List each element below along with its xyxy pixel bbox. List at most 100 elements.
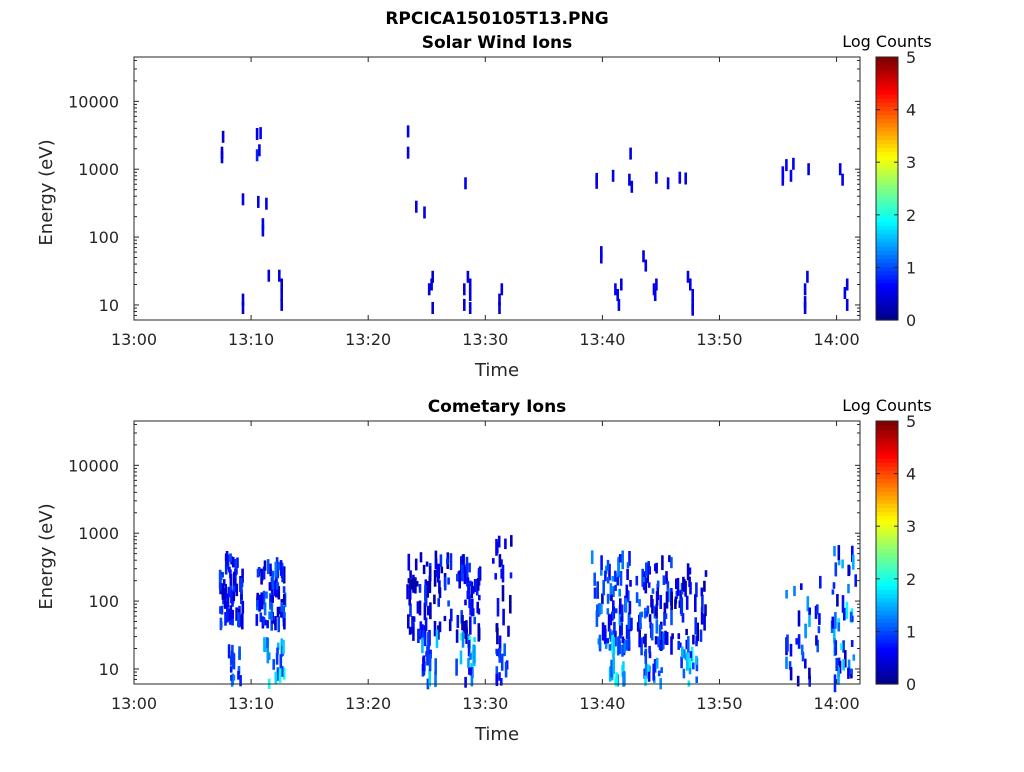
heatmap-cell: [438, 587, 442, 599]
colorbar-step: [876, 499, 898, 504]
heatmap-cell: [270, 603, 274, 621]
heatmap-cell: [844, 650, 847, 668]
heatmap-cell: [646, 605, 650, 614]
heatmap-cell: [612, 600, 615, 618]
heatmap-cell: [276, 667, 280, 681]
panel-title: Cometary Ions: [428, 397, 567, 417]
heatmap-cell: [801, 651, 805, 662]
heatmap-cell: [500, 678, 503, 686]
heatmap-cell: [467, 657, 470, 669]
heatmap-cell: [661, 555, 664, 571]
heatmap-cell: [640, 637, 643, 656]
heatmap-cell: [236, 557, 239, 568]
heatmap-cell: [258, 594, 262, 611]
heatmap-cell: [606, 593, 610, 604]
heatmap-cell: [428, 575, 432, 594]
heatmap-cell: [800, 644, 804, 655]
heatmap-cell: [688, 576, 691, 587]
colorbar-tick-label: 2: [906, 206, 916, 225]
heatmap-cell: [610, 659, 613, 678]
heatmap-cell: [614, 677, 617, 687]
heatmap-cell: [234, 568, 237, 576]
colorbar-step: [876, 478, 898, 484]
heatmap-cell: [640, 611, 644, 618]
heatmap-cell: [617, 635, 621, 654]
heatmap-cell: [611, 169, 615, 182]
heatmap-cell: [469, 616, 472, 635]
heatmap-cell: [415, 200, 418, 213]
colorbar-tick-label: 1: [906, 622, 916, 641]
heatmap-cell: [696, 622, 699, 642]
heatmap-cell: [256, 568, 260, 578]
heatmap-cell: [620, 622, 623, 636]
heatmap-cell: [502, 608, 505, 626]
heatmap-cell: [221, 572, 224, 578]
heatmap-cell: [658, 645, 662, 651]
heatmap-cell: [605, 565, 608, 574]
heatmap-cell: [602, 579, 605, 596]
heatmap-cell: [232, 674, 236, 681]
heatmap-cell: [439, 554, 443, 567]
heatmap-cell: [227, 586, 231, 598]
heatmap-cell: [473, 579, 477, 593]
colorbar-step: [876, 135, 898, 140]
heatmap-cell: [834, 562, 838, 577]
colorbar-step: [876, 544, 898, 549]
heatmap-cell: [800, 583, 803, 590]
heatmap-cell: [462, 554, 465, 573]
heatmap-cell: [612, 586, 615, 597]
heatmap-cell: [278, 561, 281, 571]
x-tick-label: 13:20: [345, 694, 391, 713]
heatmap-cell: [477, 623, 481, 642]
y-tick-label: 100: [88, 228, 119, 247]
heatmap-cell: [443, 576, 447, 591]
heatmap-cell: [789, 643, 793, 657]
heatmap-cell: [595, 176, 598, 189]
heatmap-cell: [232, 586, 236, 601]
heatmap-cell: [689, 278, 692, 291]
heatmap-cell: [625, 624, 629, 640]
heatmap-cell: [274, 616, 277, 631]
heatmap-cell: [652, 663, 655, 681]
heatmap-cell: [845, 298, 849, 311]
heatmap-cell: [232, 571, 236, 591]
heatmap-cell: [852, 654, 856, 661]
heatmap-cell: [277, 642, 280, 650]
heatmap-cell: [469, 667, 472, 676]
plot-frame: [133, 420, 861, 685]
heatmap-cell: [695, 635, 698, 644]
heatmap-cell: [655, 171, 658, 184]
heatmap-cell: [611, 630, 615, 640]
heatmap-cell: [674, 596, 678, 604]
heatmap-cell: [278, 606, 282, 615]
colorbar-tick-label: 1: [906, 258, 916, 277]
colorbar-step: [876, 315, 898, 321]
heatmap-cell: [448, 619, 452, 632]
colorbar-step: [876, 200, 898, 206]
colorbar-step: [876, 494, 898, 500]
colorbar-step: [876, 421, 898, 426]
colorbar-frame: [875, 420, 899, 685]
colorbar-step: [876, 98, 898, 103]
heatmap-cell: [275, 581, 279, 590]
heatmap-cell: [688, 658, 692, 668]
heatmap-cell: [834, 640, 838, 656]
heatmap-cell: [425, 561, 429, 567]
colorbar-step: [876, 213, 898, 218]
heatmap-cell: [600, 603, 603, 614]
heatmap-cell: [276, 566, 279, 579]
heatmap-cell: [433, 621, 437, 637]
x-tick-label: 13:40: [579, 694, 625, 713]
heatmap-cell: [256, 592, 259, 600]
x-tick-label: 13:00: [111, 330, 157, 349]
colorbar-step: [876, 601, 898, 607]
heatmap-cell: [686, 652, 689, 671]
heatmap-cell: [265, 197, 268, 210]
heatmap-cell: [274, 671, 278, 684]
heatmap-cell: [651, 588, 655, 594]
heatmap-cell: [241, 568, 244, 583]
heatmap-cell: [226, 593, 230, 608]
heatmap-cell: [596, 604, 599, 612]
heatmap-cell: [465, 620, 468, 639]
heatmap-cell: [609, 614, 613, 626]
